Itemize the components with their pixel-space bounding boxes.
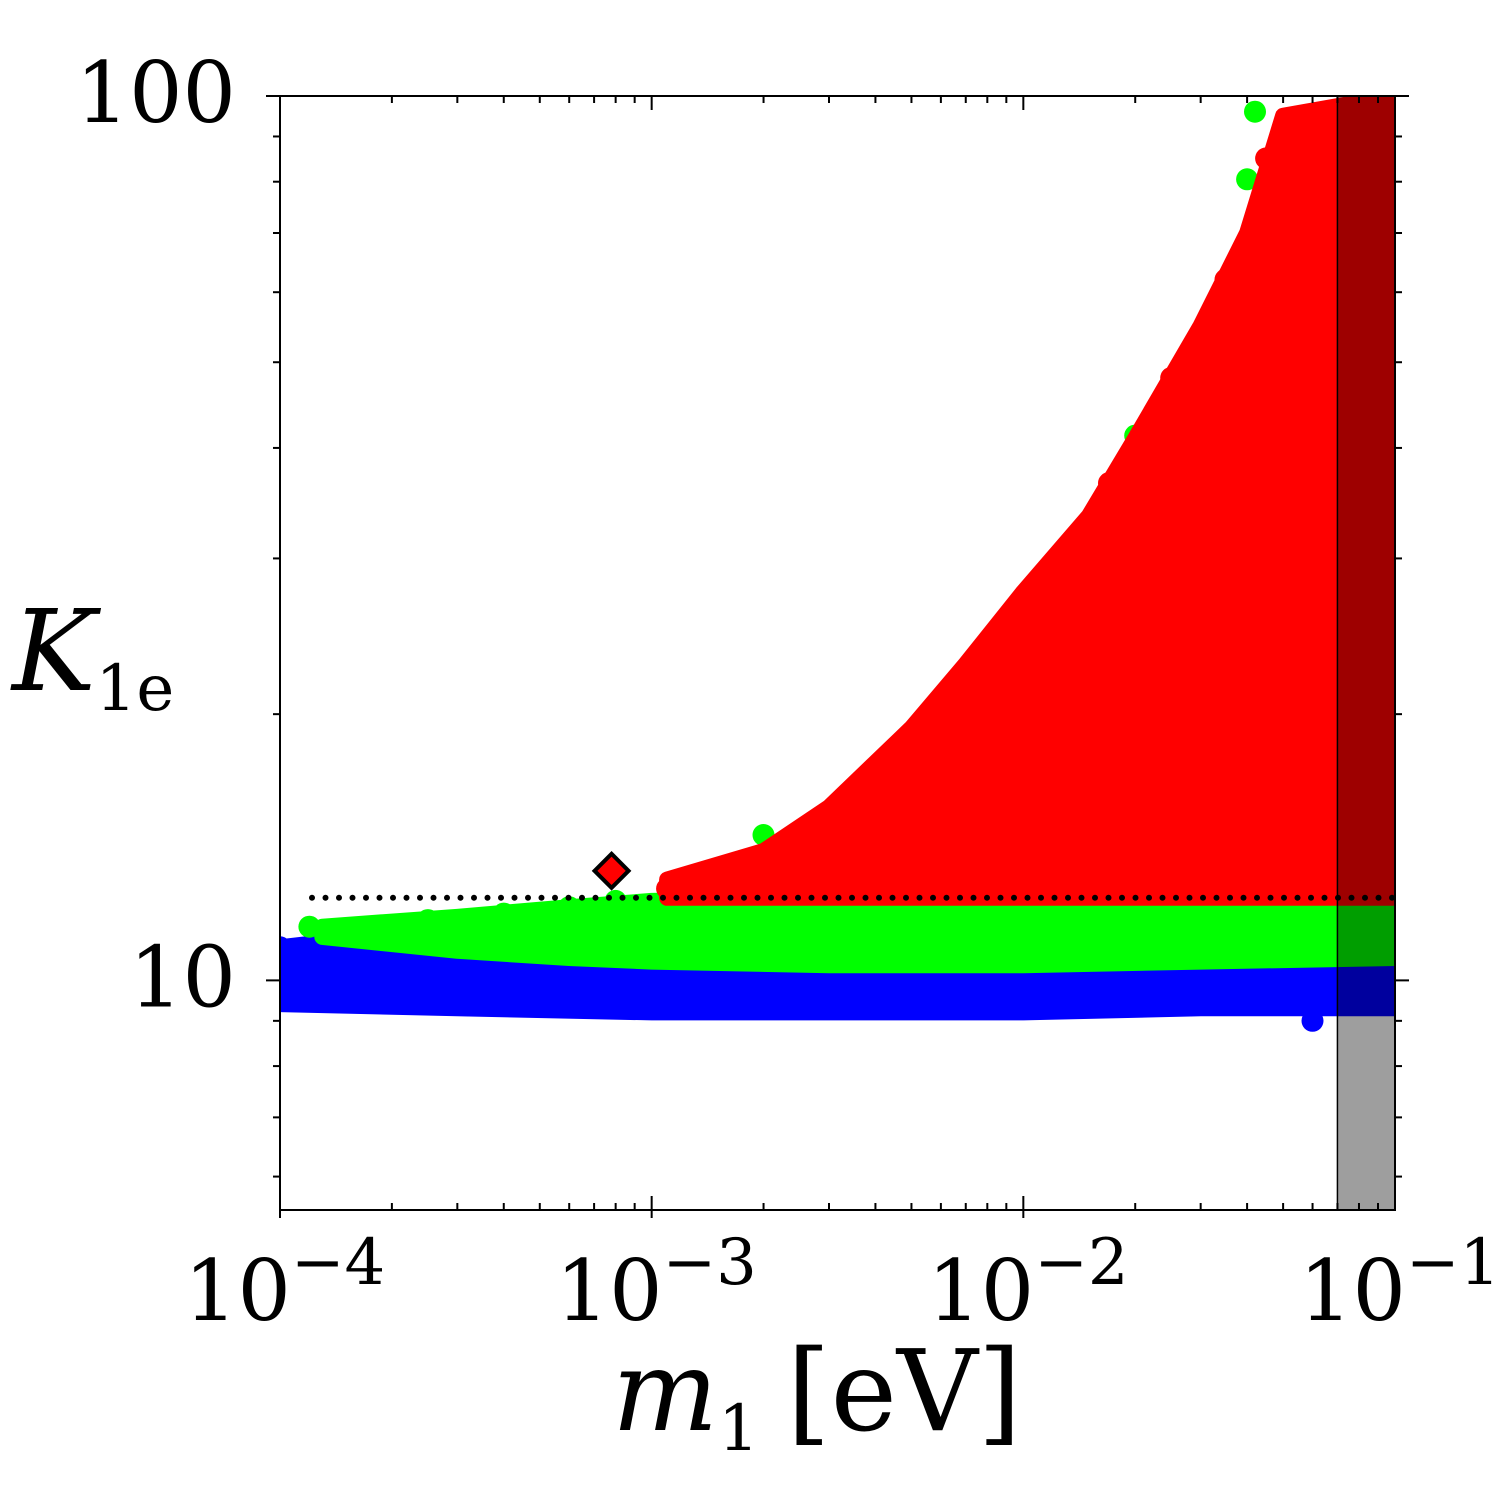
series-2-point xyxy=(298,915,321,938)
x-tick-label-base: 10 xyxy=(1299,1242,1406,1340)
series-3-point xyxy=(788,826,811,849)
series-3-point xyxy=(1098,472,1120,495)
series-2-point xyxy=(558,896,581,919)
series-2-point xyxy=(604,889,627,912)
series-3-point xyxy=(706,862,729,885)
series-3-point xyxy=(1041,556,1064,579)
x-tick-label-exponent: −2 xyxy=(1034,1226,1128,1300)
y-axis-subscript: 1e xyxy=(96,652,175,726)
x-axis-unit: [eV] xyxy=(787,1327,1022,1457)
x-axis-subscript: 1 xyxy=(718,1392,759,1466)
axis-labels: K1e m1 [eV] xyxy=(10,587,1021,1466)
series-3-point xyxy=(656,877,679,900)
x-tick-label: 10−4 xyxy=(184,1226,385,1340)
y-axis-symbol: K xyxy=(10,587,102,717)
series-2-point xyxy=(492,902,515,925)
x-axis-symbol: m xyxy=(612,1327,718,1457)
x-tick-label-exponent: −3 xyxy=(663,1226,757,1300)
series-2-point xyxy=(416,909,439,932)
series-2-region xyxy=(314,889,1395,974)
plot-frame xyxy=(279,95,1396,1211)
series-2-point xyxy=(1236,168,1259,191)
excluded-band xyxy=(1337,96,1395,1210)
x-tick-label: 10−1 xyxy=(1299,1226,1500,1340)
series-3-point xyxy=(1160,366,1183,389)
x-tick-label-base: 10 xyxy=(556,1242,663,1340)
x-tick-label-base: 10 xyxy=(927,1242,1034,1340)
y-tick-label: 10 xyxy=(129,928,236,1026)
x-tick-label-base: 10 xyxy=(184,1242,291,1340)
x-tick-label-exponent: −1 xyxy=(1406,1226,1500,1300)
diamond-marker xyxy=(591,851,632,891)
x-tick-label: 10−2 xyxy=(927,1226,1128,1340)
series-1-point xyxy=(1301,1009,1324,1032)
series-3-point xyxy=(1255,147,1278,170)
series-3-region xyxy=(659,96,1395,906)
y-tick-label: 100 xyxy=(76,44,236,142)
data-layer xyxy=(280,96,1395,1032)
series-3-point xyxy=(995,609,1018,632)
x-tick-label: 10−3 xyxy=(556,1226,757,1340)
series-3-point xyxy=(929,703,952,726)
series-2-point xyxy=(1244,100,1266,123)
series-1-point xyxy=(280,936,291,959)
series-2 xyxy=(298,100,1395,974)
series-3-point xyxy=(1214,268,1237,291)
series-3 xyxy=(656,96,1395,906)
x-axis-label: m1 [eV] xyxy=(612,1327,1021,1466)
overlay-layer xyxy=(309,96,1398,1210)
x-tick-label-exponent: −4 xyxy=(291,1226,385,1300)
series-3-point xyxy=(864,770,887,793)
y-axis-label: K1e xyxy=(10,587,174,726)
